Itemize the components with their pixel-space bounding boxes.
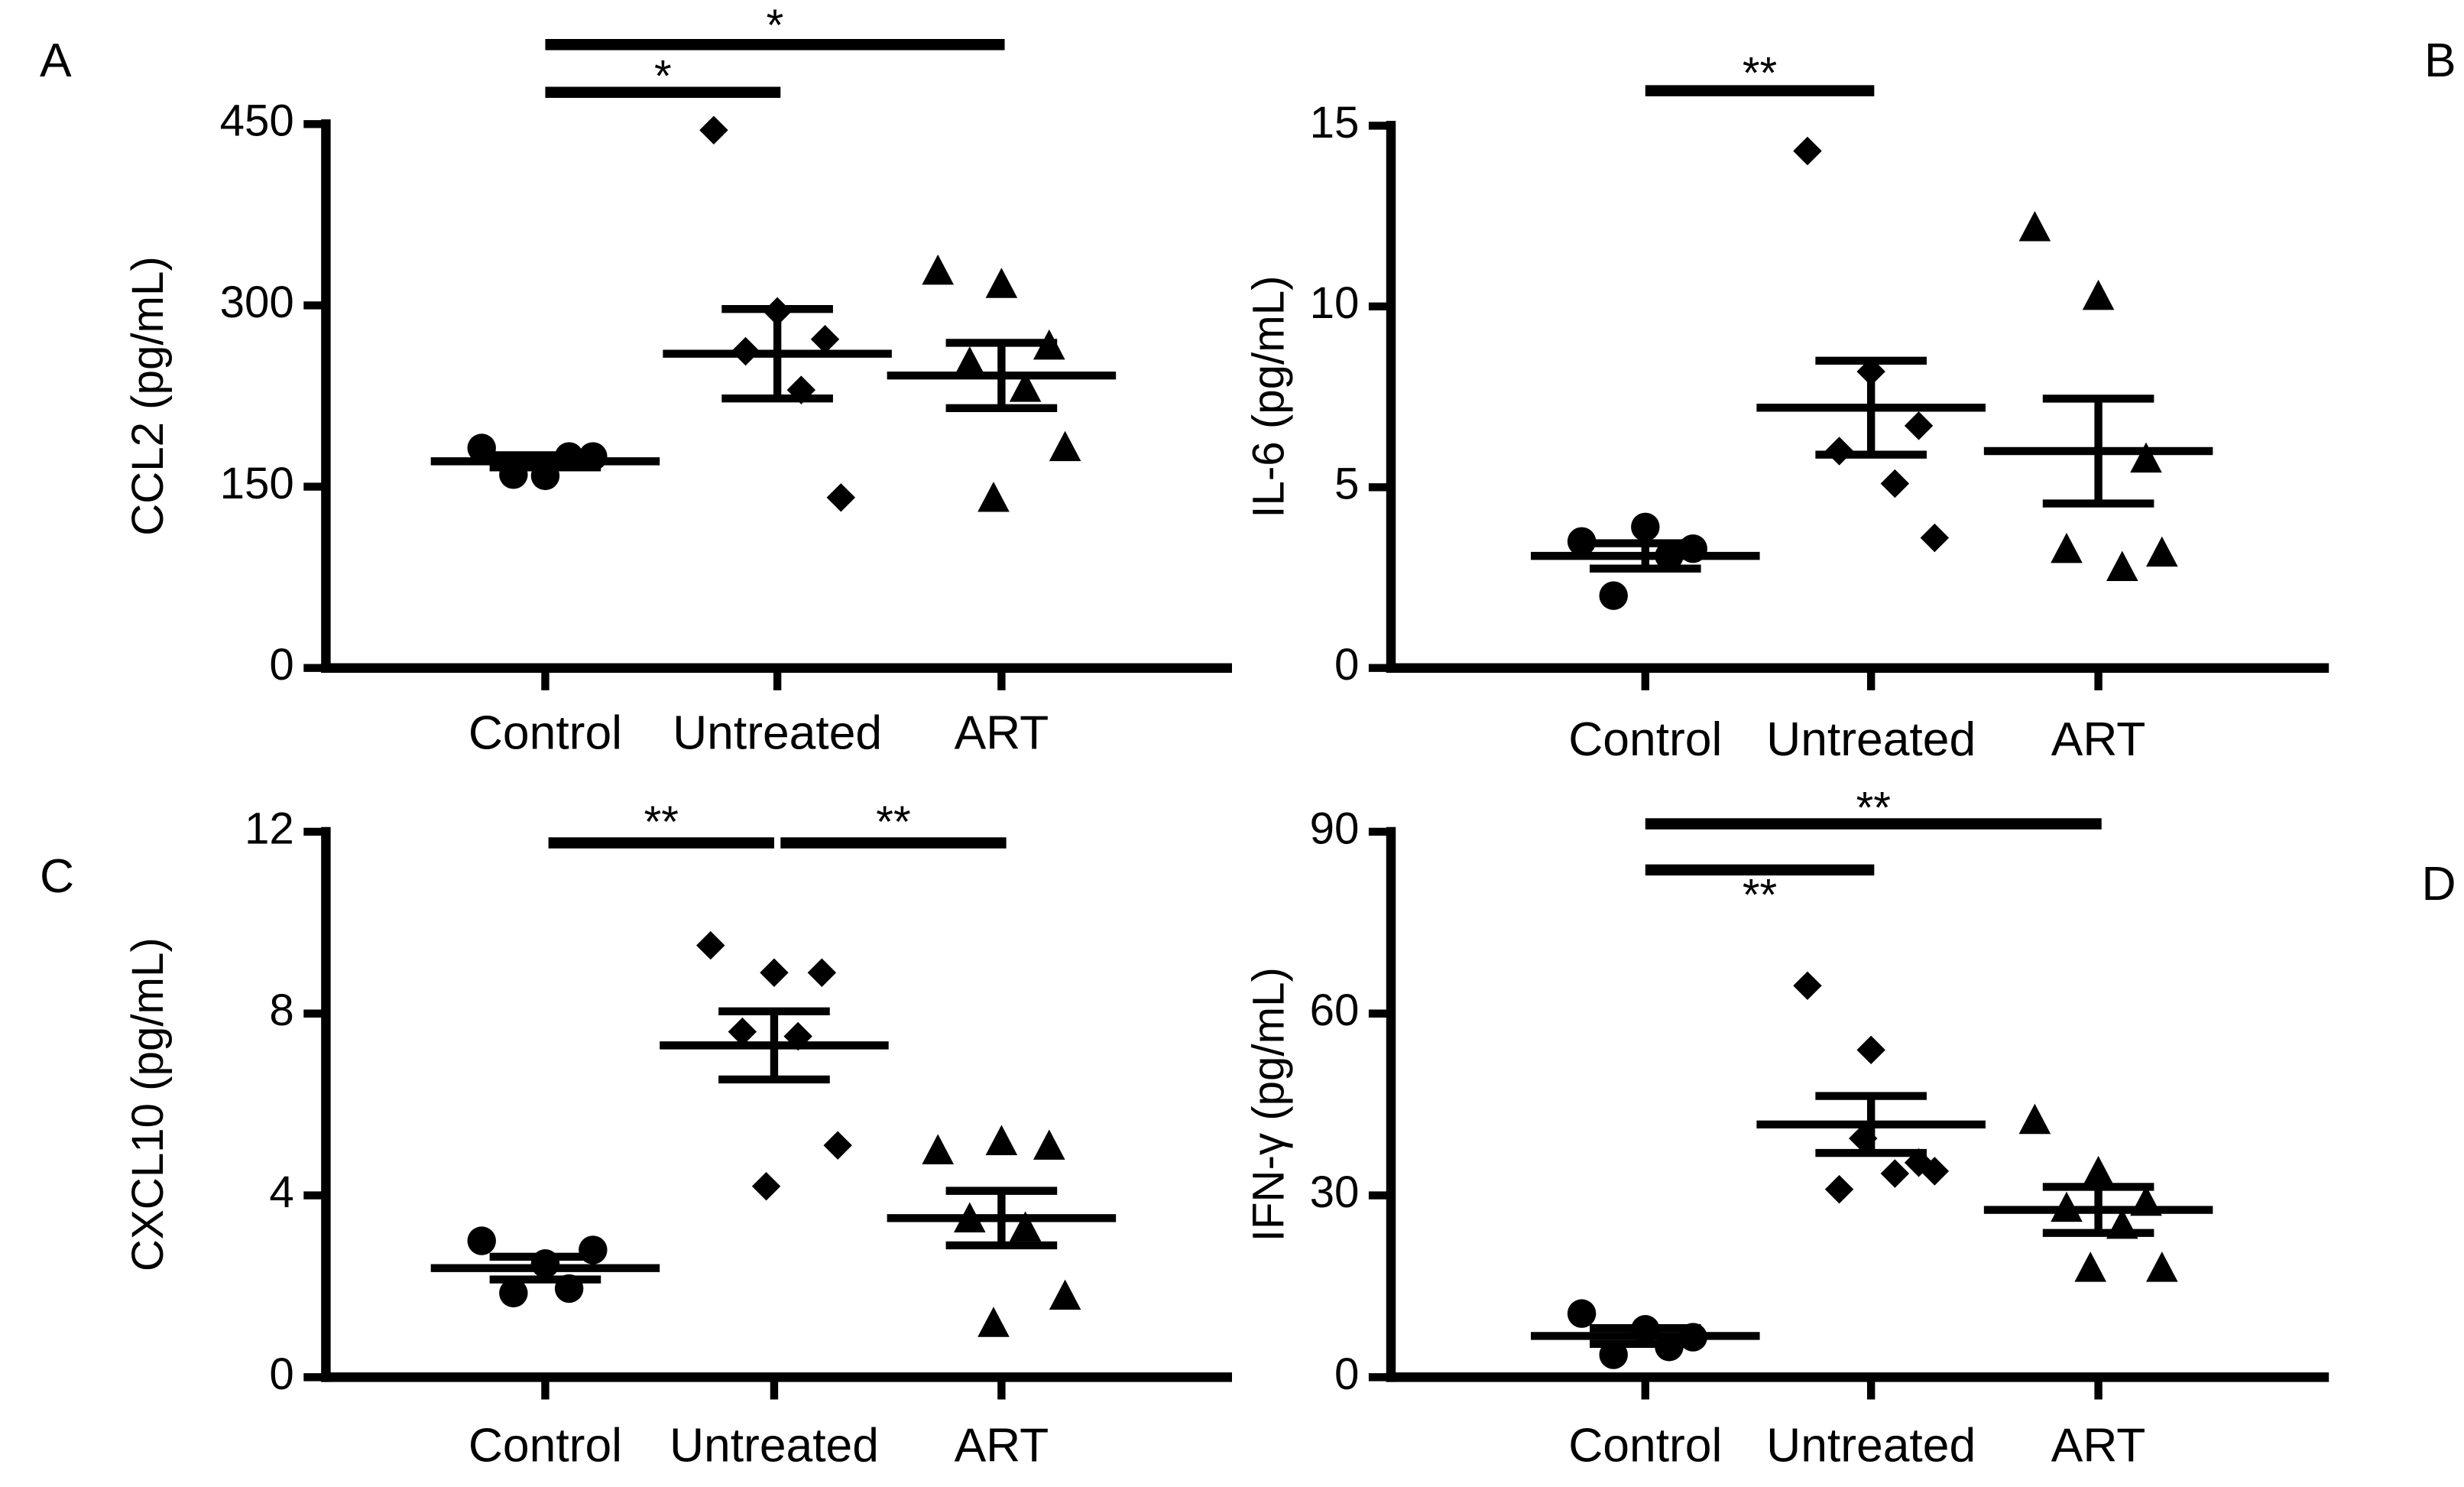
y-tick-label: 300 [220,278,294,327]
data-point [2146,1252,2178,1282]
data-point [2074,1252,2106,1282]
data-point [807,958,837,987]
y-tick-label: 450 [220,96,294,146]
data-point [1793,971,1822,1001]
data-point [1631,512,1660,542]
data-point [922,254,954,285]
x-tick-label: Untreated [1766,713,1976,766]
y-tick-label: 8 [269,985,293,1035]
y-tick-label: 150 [220,459,294,508]
data-point [2051,532,2083,563]
data-point [2018,211,2051,242]
data-point [696,930,725,960]
data-point [823,1131,852,1160]
significance-label: * [654,51,672,101]
x-tick-label: ART [2051,713,2146,766]
significance-label: ** [876,797,910,847]
panel-letter: B [2424,34,2456,87]
x-tick-label: Control [468,1419,622,1472]
data-point [751,1171,781,1201]
significance-label: ** [1743,48,1777,98]
x-tick-label: ART [955,1419,1049,1472]
y-tick-label: 10 [1310,278,1360,328]
y-tick-label: 0 [269,1349,293,1399]
data-point [1033,1129,1065,1160]
data-point [1856,1035,1885,1065]
y-tick-label: 15 [1310,98,1360,148]
data-point [2130,442,2162,473]
y-axis-label: IL-6 (pg/mL) [1243,275,1293,518]
data-point [826,483,856,512]
data-point [2146,536,2178,567]
data-point [2082,279,2115,310]
y-tick-label: 60 [1310,985,1360,1035]
x-tick-label: Control [1568,1419,1722,1472]
data-point [985,1125,1018,1155]
significance-label: * [767,1,784,50]
data-point [1049,430,1081,462]
data-point [810,325,840,354]
data-point [1599,581,1628,610]
data-point [954,346,986,377]
x-tick-label: ART [2051,1419,2146,1472]
data-point [1920,523,1950,553]
data-point [1009,372,1042,402]
data-point [1920,1157,1950,1186]
significance-label: ** [644,797,679,847]
data-point [1567,527,1597,556]
data-point [2082,1155,2115,1187]
data-point [977,482,1010,512]
data-point [1567,1299,1597,1328]
data-point [699,115,728,144]
significance-label: ** [1856,783,1891,833]
data-point [760,958,789,987]
data-point [1904,411,1934,440]
y-tick-label: 12 [245,804,294,853]
data-point [499,1278,528,1308]
data-point [728,1017,757,1047]
x-tick-label: ART [955,707,1049,760]
y-axis-label: CXCL10 (pg/mL) [123,937,173,1271]
y-tick-label: 4 [269,1167,293,1217]
x-tick-label: Control [468,707,622,760]
data-point [1793,136,1822,166]
x-tick-label: Untreated [1766,1419,1976,1472]
panel-letter: D [2422,858,2456,911]
y-axis-label: IFN-γ (pg/mL) [1243,967,1293,1242]
x-tick-label: Untreated [673,707,882,760]
panel-letter: C [40,850,74,903]
y-tick-label: 5 [1334,459,1359,509]
data-point [2018,1103,2051,1135]
y-tick-label: 90 [1310,804,1360,853]
data-point [1824,1174,1854,1204]
panel-letter: A [40,34,72,87]
data-point [922,1134,954,1164]
data-point [1049,1279,1081,1310]
data-point [467,433,496,463]
data-point [985,268,1018,298]
data-point [1880,1159,1910,1188]
y-tick-label: 0 [1334,1349,1359,1399]
x-tick-label: Untreated [669,1419,879,1472]
data-point [467,1226,496,1255]
data-point [1009,1211,1042,1242]
y-axis-label: CCL2 (pg/mL) [123,256,173,536]
significance-label: ** [1743,871,1777,920]
data-point [977,1307,1010,1337]
y-tick-label: 30 [1310,1167,1360,1217]
y-tick-label: 0 [1334,640,1359,690]
data-point [1880,469,1910,498]
x-tick-label: Control [1568,713,1722,766]
y-tick-label: 0 [269,640,293,690]
data-point [2106,550,2138,582]
